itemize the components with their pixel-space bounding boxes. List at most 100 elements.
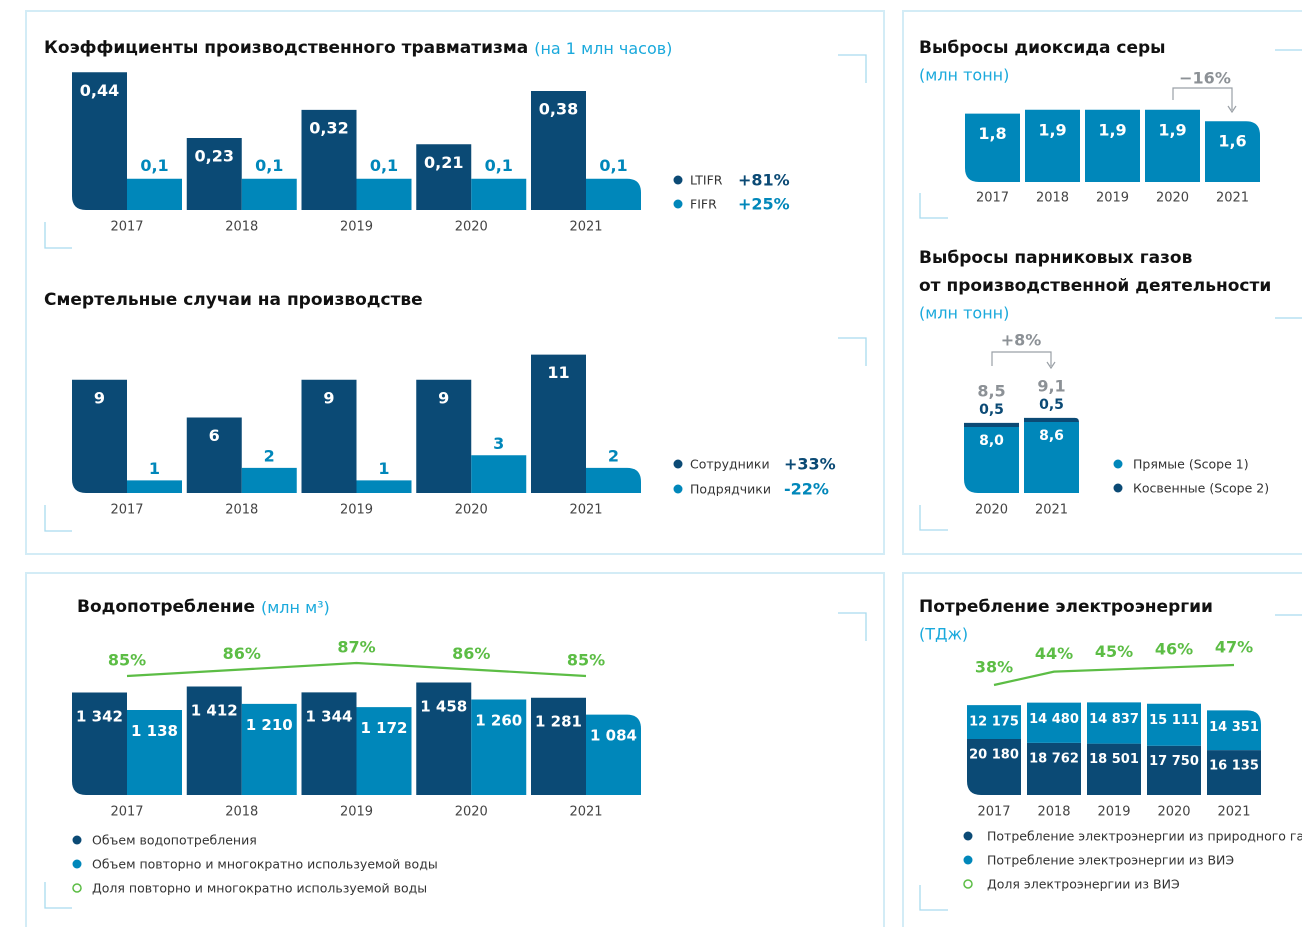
x-tick-label: 2021 <box>1035 503 1068 518</box>
bar <box>1025 109 1080 182</box>
chart-title: Коэффициенты производственного травматиз… <box>44 38 672 58</box>
value-label: 0,21 <box>424 153 463 172</box>
value-label: 1 <box>378 459 389 478</box>
value-label: 9 <box>438 388 449 407</box>
bar <box>416 379 472 493</box>
bar <box>531 354 586 493</box>
legend-marker <box>1113 459 1123 469</box>
legend-marker <box>673 199 683 209</box>
legend-label: FIFR <box>690 197 717 212</box>
value-label: 0,1 <box>140 156 168 175</box>
bar <box>72 379 127 493</box>
legend-label: Прямые (Scope 1) <box>1133 457 1249 472</box>
bar <box>471 699 527 795</box>
bar <box>301 692 357 795</box>
x-tick-label: 2020 <box>1156 191 1189 206</box>
chart-subtitle: (млн тонн) <box>919 66 1009 85</box>
bar <box>1027 742 1081 795</box>
legend-marker <box>963 855 973 865</box>
value-label: 14 837 <box>1089 712 1139 727</box>
legend-marker <box>963 879 973 889</box>
legend-label: Объем водопотребления <box>92 833 257 848</box>
x-tick-label: 2018 <box>1036 191 1069 206</box>
x-tick-label: 2019 <box>1096 191 1129 206</box>
value-label: 8,0 <box>979 433 1004 449</box>
chart-title: Смертельные случаи на производстве <box>44 290 423 310</box>
bar <box>72 692 127 795</box>
title: Коэффициенты производственного травматиз… <box>44 38 528 58</box>
legend-marker <box>673 484 683 494</box>
bar <box>1024 417 1079 423</box>
bar <box>186 417 242 493</box>
x-tick-label: 2018 <box>225 805 258 820</box>
line-value-label: 44% <box>1035 644 1073 663</box>
value-label: 8,6 <box>1039 428 1064 444</box>
bar <box>471 455 527 493</box>
x-tick-label: 2020 <box>455 220 488 235</box>
value-label: 14 480 <box>1029 712 1079 727</box>
x-tick-label: 2020 <box>1157 805 1190 820</box>
legend-change: -22% <box>784 480 829 499</box>
legend-label: Косвенные (Scope 2) <box>1133 481 1269 496</box>
corner-decoration <box>44 49 1302 911</box>
line-value-label: 85% <box>108 651 146 670</box>
bar <box>241 467 297 493</box>
bar <box>967 705 1021 739</box>
bar <box>416 682 472 795</box>
x-tick-label: 2021 <box>569 220 602 235</box>
line-value-label: 45% <box>1095 642 1133 661</box>
x-tick-label: 2019 <box>340 805 373 820</box>
legend-change: +25% <box>738 195 790 214</box>
legend-marker <box>673 175 683 185</box>
x-tick-label: 2021 <box>569 503 602 518</box>
bar <box>1087 702 1141 744</box>
value-label: 1,8 <box>978 124 1006 143</box>
line-value-label: 85% <box>567 651 605 670</box>
bar <box>586 467 641 493</box>
bar <box>1087 743 1141 795</box>
title-unit: (млн м³) <box>261 598 330 617</box>
bar <box>356 480 412 493</box>
x-tick-label: 2017 <box>110 220 143 235</box>
line-value-label: 87% <box>337 638 375 657</box>
legend-marker <box>963 831 973 841</box>
x-tick-label: 2017 <box>110 503 143 518</box>
bar <box>586 714 641 795</box>
bar <box>1027 702 1081 743</box>
chart-title: Выбросы диоксида серы <box>919 38 1166 58</box>
legend-label: Доля повторно и многократно используемой… <box>92 881 427 896</box>
value-label: 0,1 <box>599 156 627 175</box>
bar <box>531 697 586 795</box>
value-label: 9 <box>323 388 334 407</box>
legend-marker <box>1113 483 1123 493</box>
x-tick-label: 2021 <box>1217 805 1250 820</box>
total-label: 9,1 <box>1037 376 1065 395</box>
x-tick-label: 2020 <box>975 503 1008 518</box>
value-label: 18 501 <box>1089 752 1139 767</box>
x-tick-label: 2020 <box>455 503 488 518</box>
bar <box>416 144 472 210</box>
legend-marker <box>72 883 82 893</box>
bar <box>1205 121 1260 182</box>
x-tick-label: 2018 <box>225 220 258 235</box>
bar <box>186 138 242 210</box>
legend-label: Потребление электроэнергии из природного… <box>987 829 1302 844</box>
value-label: 6 <box>209 426 220 445</box>
value-label: 1 210 <box>246 716 293 734</box>
value-label: 14 351 <box>1209 720 1259 735</box>
bar <box>471 178 527 210</box>
bar <box>127 480 182 493</box>
x-tick-label: 2018 <box>225 503 258 518</box>
line-value-label: 86% <box>223 644 261 663</box>
annotation-bracket <box>1172 87 1237 114</box>
chart-title: Потребление электроэнергии <box>919 597 1213 617</box>
x-tick-label: 2017 <box>976 191 1009 206</box>
x-tick-label: 2021 <box>569 805 602 820</box>
bar <box>964 422 1019 427</box>
value-label: 1 342 <box>76 707 123 725</box>
legend-label: Доля электроэнергии из ВИЭ <box>987 877 1180 892</box>
value-label: 1,9 <box>1158 120 1186 139</box>
value-label: 3 <box>493 434 504 453</box>
value-label: 9 <box>94 388 105 407</box>
total-label: 8,5 <box>977 381 1005 400</box>
